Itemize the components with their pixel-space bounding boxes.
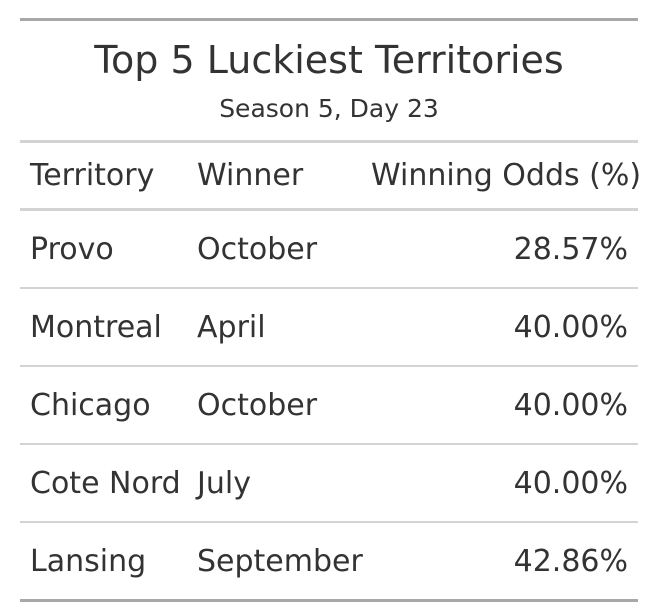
table-subtitle: Season 5, Day 23 bbox=[219, 94, 439, 123]
cell-territory: Provo bbox=[20, 209, 187, 289]
cell-territory: Cote Nord bbox=[20, 444, 187, 523]
data-table: Territory Winner Winning Odds (%) Provo … bbox=[20, 143, 641, 602]
table-row: Chicago October 40.00% bbox=[20, 366, 638, 445]
cell-winning-odds: 40.00% bbox=[361, 366, 638, 445]
table-row: Montreal April 40.00% bbox=[20, 288, 638, 367]
cell-territory: Chicago bbox=[20, 366, 187, 445]
cell-winner: July bbox=[187, 444, 361, 523]
cell-winning-odds: 40.00% bbox=[361, 444, 638, 523]
column-header-territory: Territory bbox=[20, 143, 187, 211]
cell-winning-odds: 42.86% bbox=[361, 522, 638, 602]
table-title: Top 5 Luckiest Territories bbox=[94, 38, 564, 82]
top-rule bbox=[20, 18, 638, 21]
cell-winner: April bbox=[187, 288, 361, 367]
column-header-winning-odds: Winning Odds (%) bbox=[361, 143, 641, 211]
table-row: Lansing September 42.86% bbox=[20, 522, 638, 602]
column-header-winner: Winner bbox=[187, 143, 361, 211]
cell-winning-odds: 40.00% bbox=[361, 288, 638, 367]
cell-winner: September bbox=[187, 522, 363, 602]
cell-winner: October bbox=[187, 366, 361, 445]
column-header-row: Territory Winner Winning Odds (%) bbox=[20, 143, 641, 211]
cell-winner: October bbox=[187, 209, 361, 289]
cell-territory: Montreal bbox=[20, 288, 187, 367]
table-header-block: Top 5 Luckiest Territories Season 5, Day… bbox=[20, 21, 638, 143]
table-row: Cote Nord July 40.00% bbox=[20, 444, 638, 523]
cell-winning-odds: 28.57% bbox=[361, 209, 638, 289]
cell-territory: Lansing bbox=[20, 522, 187, 602]
table-row: Provo October 28.57% bbox=[20, 209, 638, 289]
luckiest-territories-table: Top 5 Luckiest Territories Season 5, Day… bbox=[20, 18, 641, 602]
